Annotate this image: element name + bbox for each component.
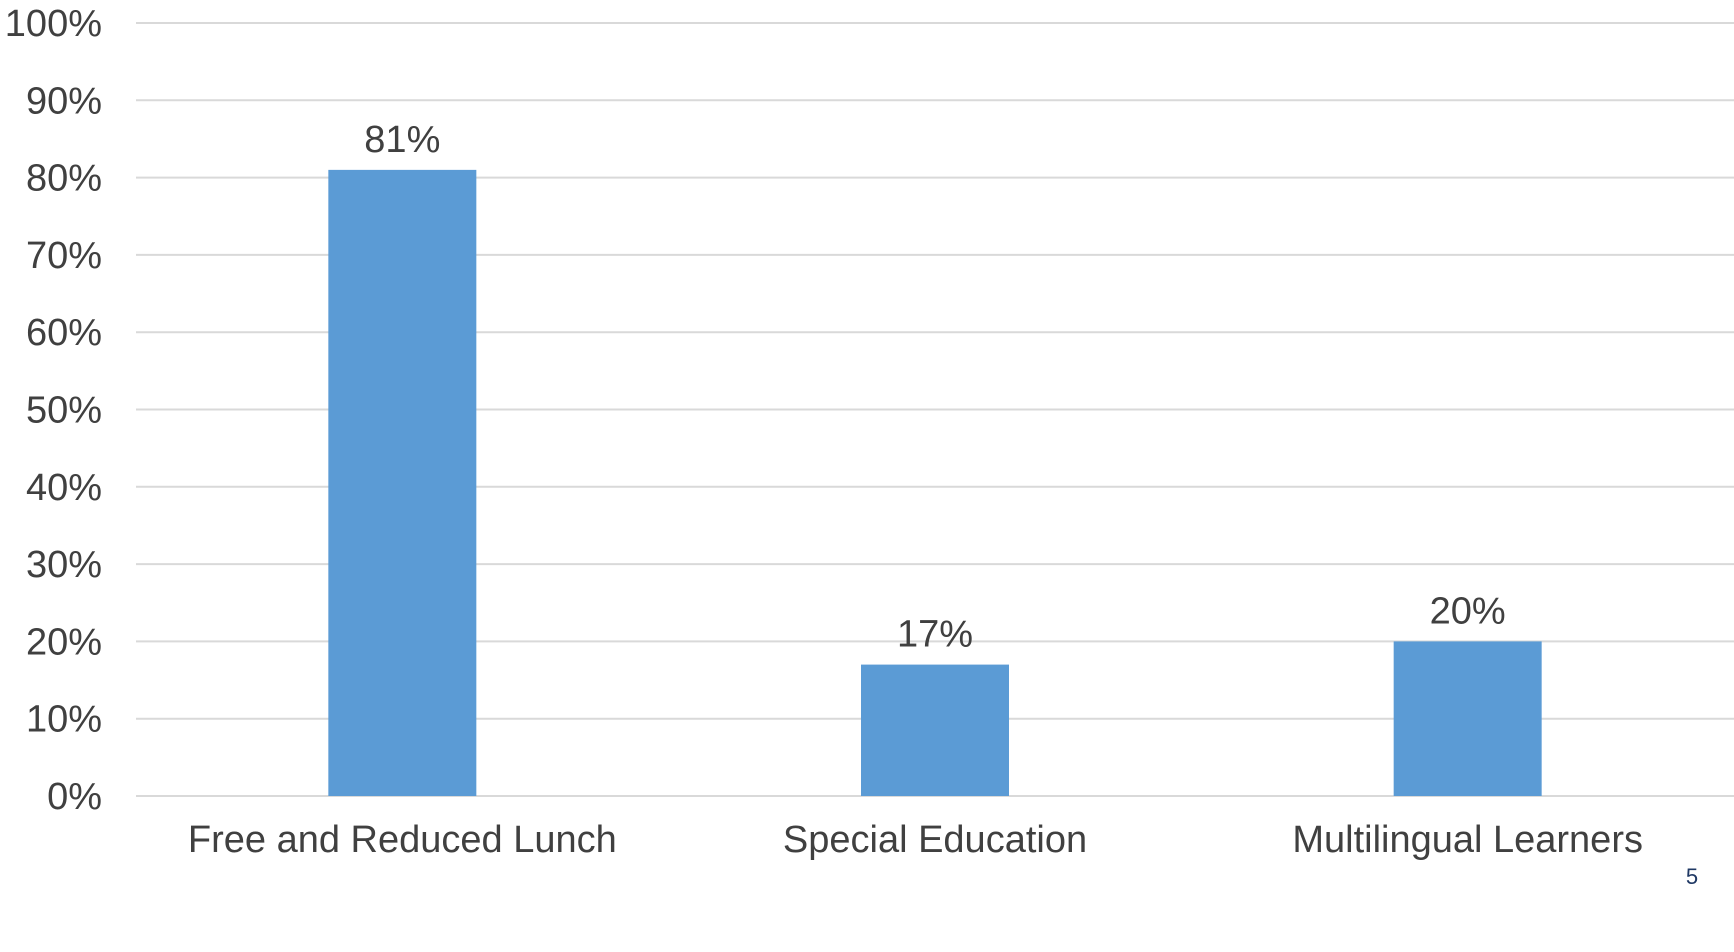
- y-tick-label: 20%: [26, 621, 102, 663]
- x-category-label: Free and Reduced Lunch: [188, 819, 617, 861]
- bar: [328, 169, 477, 796]
- y-tick-label: 60%: [26, 312, 102, 354]
- y-tick-label: 80%: [26, 158, 102, 200]
- y-tick-label: 10%: [26, 699, 102, 741]
- data-label: 17%: [897, 614, 973, 656]
- y-tick-label: 70%: [26, 235, 102, 277]
- data-label: 20%: [1430, 590, 1506, 632]
- data-label: 81%: [364, 119, 440, 161]
- y-tick-label: 100%: [5, 3, 102, 45]
- y-tick-label: 40%: [26, 467, 102, 509]
- data-labels: 81% 17% 20%: [364, 119, 1505, 656]
- x-axis-category-labels: Free and Reduced Lunch Special Education M…: [188, 819, 1643, 861]
- x-category-label: Special Education: [783, 819, 1087, 861]
- y-tick-label: 90%: [26, 80, 102, 122]
- y-tick-label: 50%: [26, 390, 102, 432]
- y-axis-tick-labels: 0% 10% 20% 30% 40% 50% 60% 70% 80% 90% 100%: [5, 3, 102, 818]
- x-category-label: Multilingual Learners: [1292, 819, 1643, 861]
- bar: [861, 664, 1009, 796]
- bar: [1393, 641, 1542, 796]
- y-tick-label: 30%: [26, 544, 102, 586]
- page-number: 5: [1685, 864, 1699, 889]
- bars: [328, 169, 1542, 796]
- y-tick-label: 0%: [47, 776, 102, 818]
